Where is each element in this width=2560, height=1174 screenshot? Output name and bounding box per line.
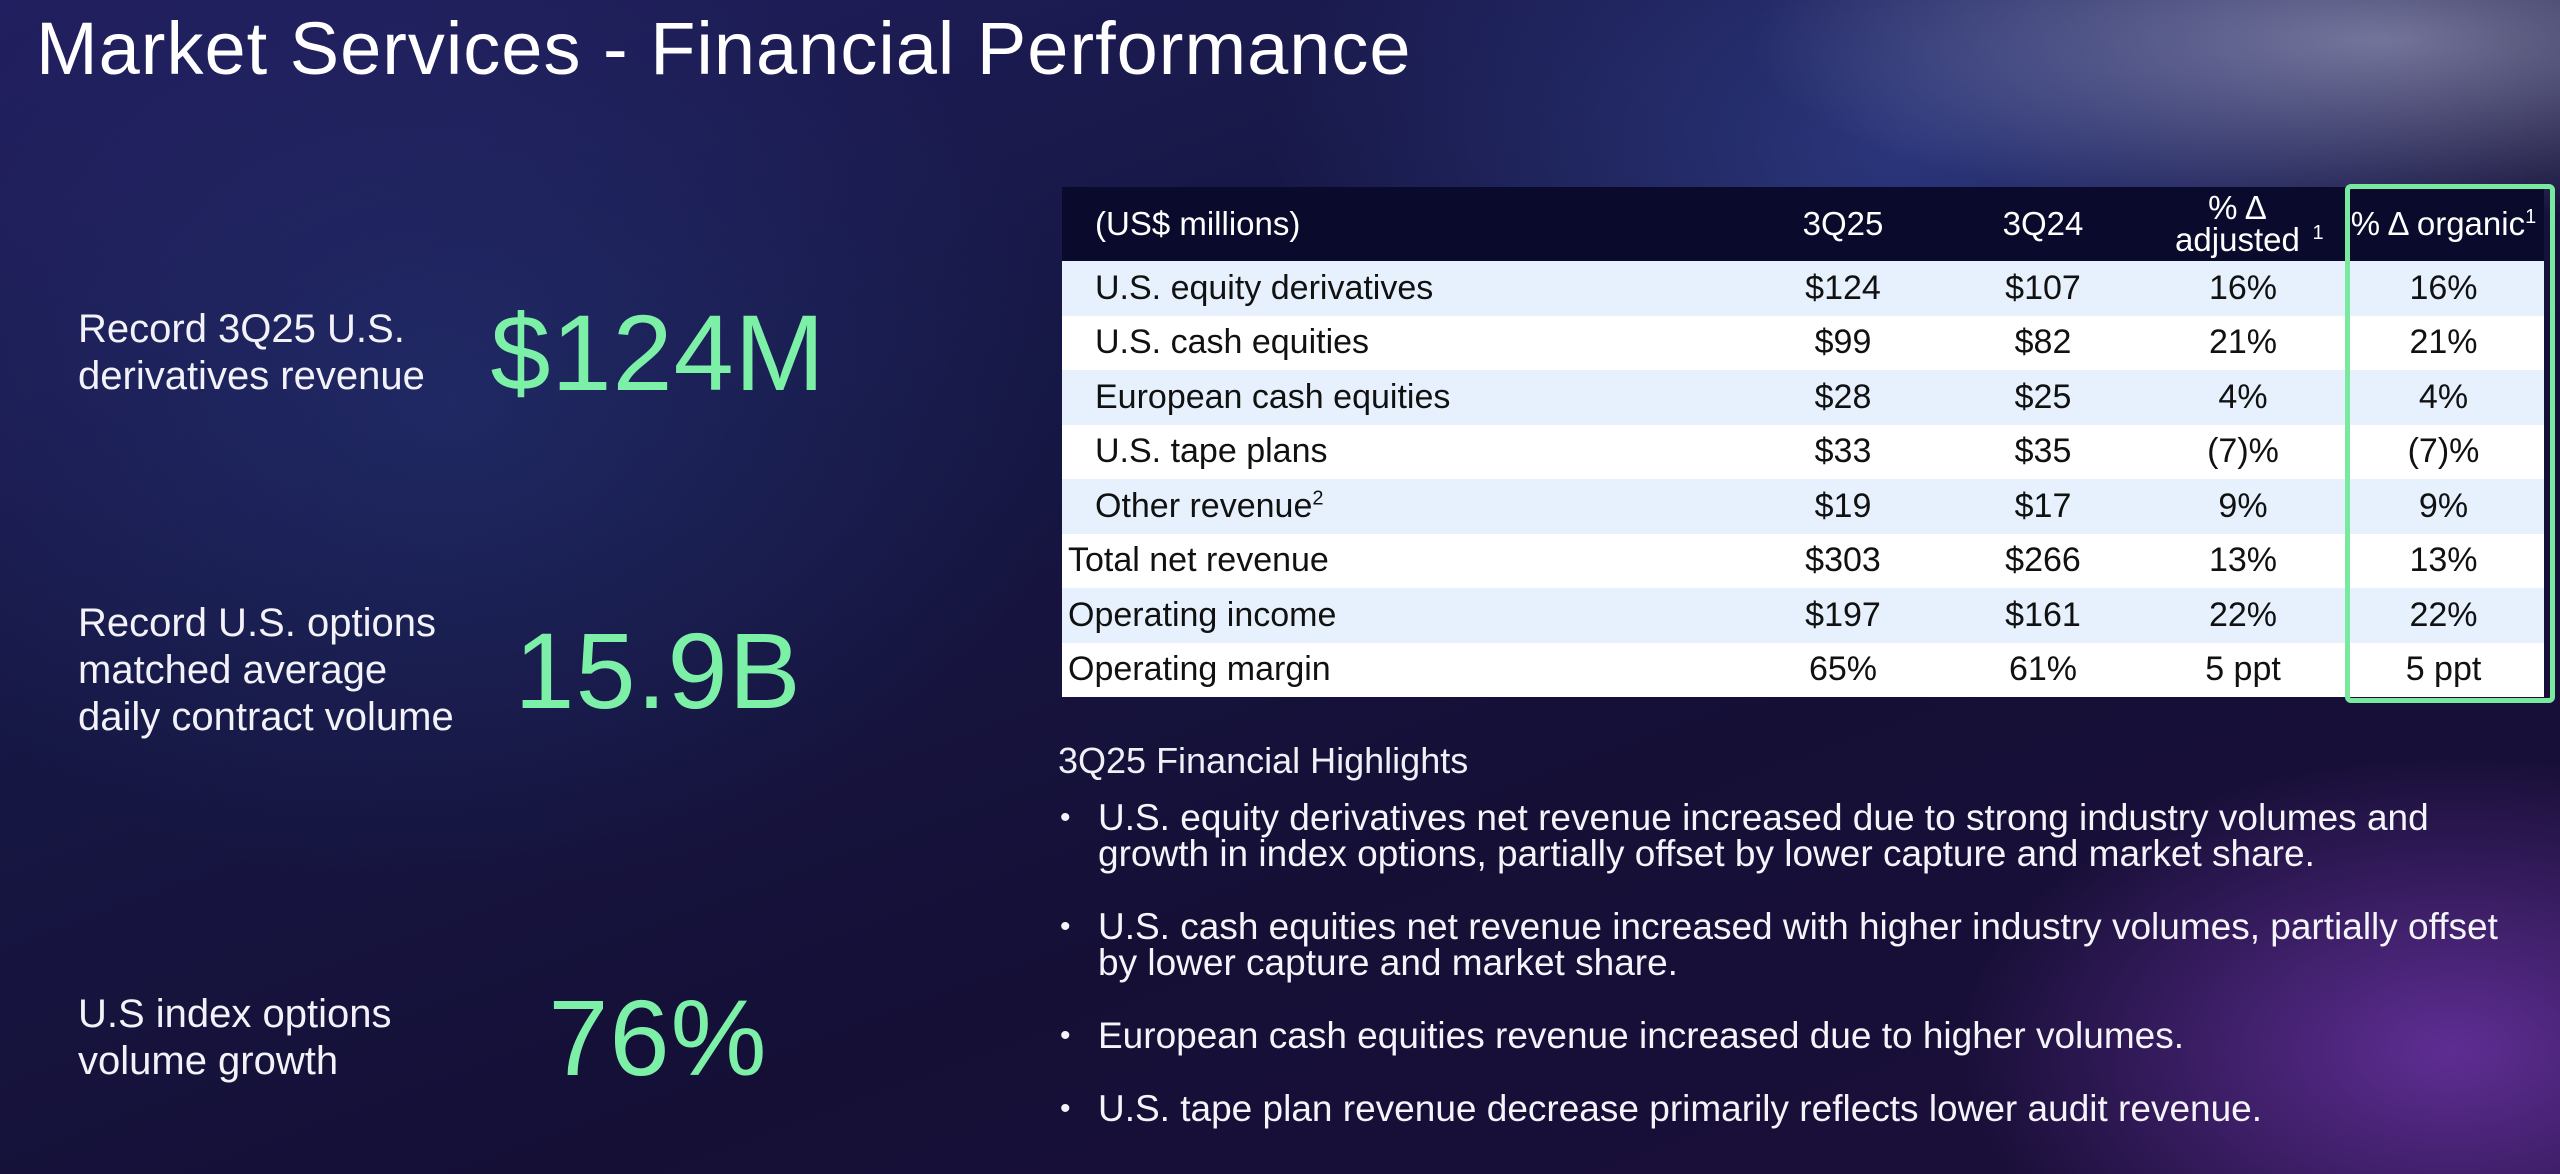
slide-title: Market Services - Financial Performance [36,7,1412,90]
row-label-cell: Other revenue2 [1062,479,1743,534]
list-item: • U.S. cash equities net revenue increase… [1058,906,2528,983]
cell-3q25: 65% [1743,642,1943,697]
header-pct-organic: % Δ organic1 [2343,187,2544,261]
row-label: Operating income [1062,588,1743,643]
cell-pct-organic: 9% [2343,479,2544,534]
header-pct-organic-text: % Δ organic [2350,205,2526,242]
cell-3q25: $28 [1743,370,1943,425]
cell-3q25: $197 [1743,588,1943,643]
kpi-options-volume: Record U.S. options matched average dail… [78,600,958,741]
header-pct-adjusted: % Δ adjusted 1 [2143,187,2343,261]
row-label: U.S. equity derivatives [1062,261,1743,316]
table-row: Other revenue2 $19 $17 9% 9% [1062,479,2544,534]
cell-pct-organic: 5 ppt [2343,642,2544,697]
cell-pct-adjusted: 21% [2143,315,2343,370]
table-row: Operating margin 65% 61% 5 ppt 5 ppt [1062,642,2544,697]
cell-3q24: 61% [1943,642,2143,697]
cell-3q25: $124 [1743,261,1943,316]
financial-table-container: (US$ millions) 3Q25 3Q24 % Δ adjusted 1 %… [1062,187,2544,697]
list-item-text: U.S. equity derivatives net revenue incr… [1098,797,2429,874]
cell-pct-organic: 4% [2343,370,2544,425]
cell-pct-adjusted: 9% [2143,479,2343,534]
cell-3q24: $17 [1943,479,2143,534]
table-row: Operating income $197 $161 22% 22% [1062,588,2544,643]
kpi-label: U.S index options volume growth [78,991,392,1083]
table-row: Total net revenue $303 $266 13% 13% [1062,533,2544,588]
list-item-text: U.S. tape plan revenue decrease primaril… [1098,1088,2263,1129]
header-units: (US$ millions) [1062,187,1743,261]
list-item: • European cash equities revenue increase… [1058,1015,2528,1056]
footnote-ref: 2 [1312,487,1324,510]
bullet: • [1060,1019,1071,1052]
cell-pct-adjusted: 5 ppt [2143,642,2343,697]
footnote-ref: 1 [2312,222,2324,244]
cell-pct-adjusted: 16% [2143,261,2343,316]
table-row: U.S. equity derivatives $124 $107 16% 16… [1062,261,2544,316]
cell-3q24: $266 [1943,533,2143,588]
cell-3q25: $303 [1743,533,1943,588]
list-item: • U.S. tape plan revenue decrease primari… [1058,1088,2528,1129]
highlights-title: 3Q25 Financial Highlights [1058,740,1469,781]
cell-3q25: $33 [1743,424,1943,479]
kpi-derivatives-revenue: Record 3Q25 U.S. derivatives revenue $12… [78,290,958,415]
table-row: U.S. tape plans $33 $35 (7)% (7)% [1062,424,2544,479]
header-3q25: 3Q25 [1743,187,1943,261]
cell-pct-organic: (7)% [2343,424,2544,479]
kpi-index-options-growth: U.S index options volume growth 76% [78,975,958,1100]
cell-3q24: $82 [1943,315,2143,370]
cell-3q24: $107 [1943,261,2143,316]
row-label: European cash equities [1062,370,1743,425]
cell-pct-adjusted: 4% [2143,370,2343,425]
header-pct-adjusted-text: % Δ adjusted [2175,189,2300,258]
kpi-value: 15.9B [514,610,802,731]
cell-pct-adjusted: 22% [2143,588,2343,643]
cell-pct-organic: 21% [2343,315,2544,370]
list-item-text: U.S. cash equities net revenue increased… [1098,906,2498,983]
row-label: Operating margin [1062,642,1743,697]
table-header-row: (US$ millions) 3Q25 3Q24 % Δ adjusted 1 %… [1062,187,2544,261]
cell-pct-adjusted: (7)% [2143,424,2343,479]
financial-table: (US$ millions) 3Q25 3Q24 % Δ adjusted 1 %… [1062,187,2544,697]
row-label: Other revenue [1095,486,1313,525]
cell-3q24: $35 [1943,424,2143,479]
table-row: European cash equities $28 $25 4% 4% [1062,370,2544,425]
list-item: • U.S. equity derivatives net revenue inc… [1058,797,2528,874]
cell-3q25: $99 [1743,315,1943,370]
kpi-value: 76% [548,977,768,1098]
cell-pct-organic: 22% [2343,588,2544,643]
cell-pct-adjusted: 13% [2143,533,2343,588]
table-row: U.S. cash equities $99 $82 21% 21% [1062,315,2544,370]
cell-pct-organic: 13% [2343,533,2544,588]
cell-3q24: $161 [1943,588,2143,643]
row-label: U.S. cash equities [1062,315,1743,370]
cell-3q25: $19 [1743,479,1943,534]
bullet: • [1060,801,1071,834]
bullet: • [1060,1092,1071,1125]
kpi-label: Record U.S. options matched average dail… [78,601,454,739]
footnote-ref: 1 [2525,206,2537,228]
bullet: • [1060,910,1071,943]
list-item-text: European cash equities revenue increased… [1098,1015,2185,1056]
row-label: Total net revenue [1062,533,1743,588]
cell-pct-organic: 16% [2343,261,2544,316]
kpi-value: $124M [490,292,826,413]
highlights-list: • U.S. equity derivatives net revenue inc… [1058,797,2528,1164]
header-3q24: 3Q24 [1943,187,2143,261]
cell-3q24: $25 [1943,370,2143,425]
row-label: U.S. tape plans [1062,424,1743,479]
kpi-label: Record 3Q25 U.S. derivatives revenue [78,306,425,398]
